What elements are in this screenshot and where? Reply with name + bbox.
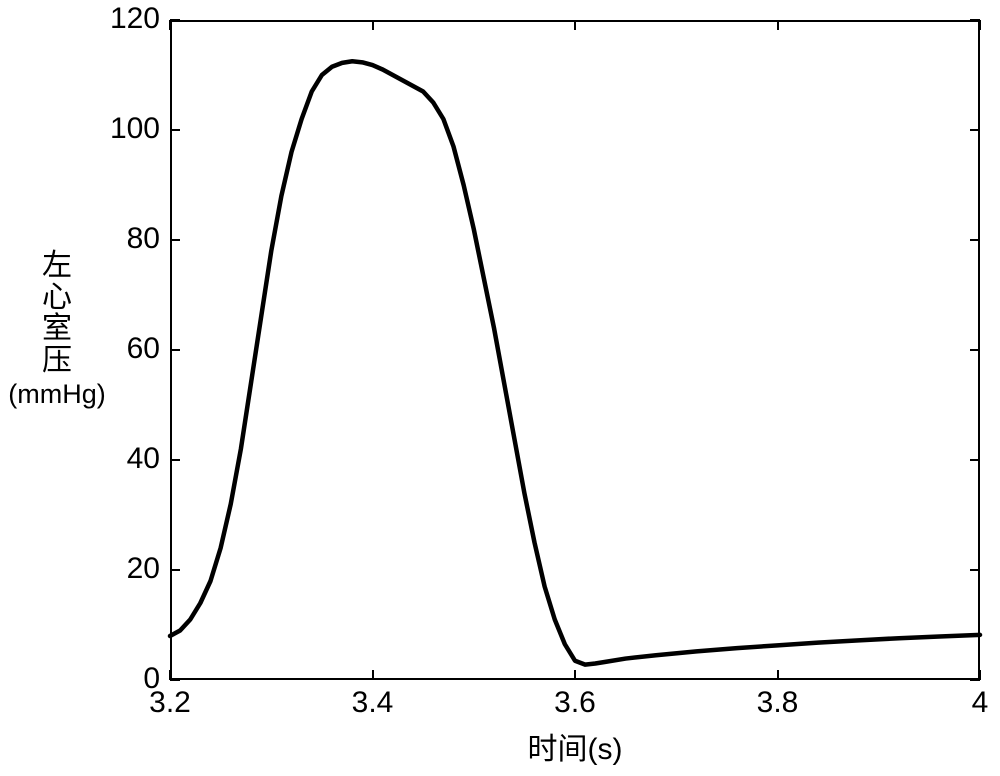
y-axis-label-char: 室 [42,313,72,345]
y-tick-label: 100 [110,112,160,146]
plot-area [170,20,980,680]
y-axis-label-unit: (mmHg) [8,380,105,408]
pressure-chart: 020406080100120 3.23.43.63.84 左心室压(mmHg)… [0,0,1000,776]
x-tick-label: 3.6 [545,686,605,720]
x-axis-label-text: 时间(s) [528,733,623,766]
y-tick-label: 80 [127,222,160,256]
y-tick-label: 120 [110,2,160,36]
y-tick-label: 60 [127,332,160,366]
y-tick-label: 40 [127,442,160,476]
x-axis-label: 时间(s) [495,724,655,768]
y-axis-label-char: 心 [42,282,72,314]
y-tick-label: 20 [127,552,160,586]
y-axis-label-char: 左 [42,250,72,282]
x-tick-label: 3.2 [140,686,200,720]
y-axis-label: 左心室压 (mmHg) [2,250,112,408]
x-tick-label: 4 [950,686,1000,720]
data-curve [170,20,980,680]
x-tick-label: 3.4 [343,686,403,720]
y-axis-label-char: 压 [42,345,72,377]
x-tick-label: 3.8 [748,686,808,720]
